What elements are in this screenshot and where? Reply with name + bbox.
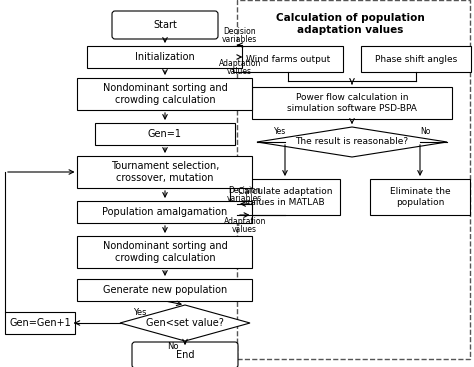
Text: Yes: Yes xyxy=(133,308,147,317)
Text: No: No xyxy=(420,127,430,136)
Text: variables: variables xyxy=(227,194,263,203)
Text: values: values xyxy=(227,67,252,76)
Text: Start: Start xyxy=(153,20,177,30)
Text: The result is reasonable?: The result is reasonable? xyxy=(295,138,409,146)
Text: Yes: Yes xyxy=(274,127,286,136)
Text: Adaptation: Adaptation xyxy=(219,59,261,68)
Bar xyxy=(5,312,75,334)
Bar xyxy=(233,46,343,72)
Text: Gen=1: Gen=1 xyxy=(148,129,182,139)
Text: values: values xyxy=(232,225,257,234)
Text: Population amalgamation: Population amalgamation xyxy=(102,207,228,217)
Bar xyxy=(78,201,253,223)
Text: Decision: Decision xyxy=(228,186,261,195)
Bar xyxy=(78,78,253,110)
Text: End: End xyxy=(176,350,194,360)
Bar xyxy=(95,123,235,145)
Bar xyxy=(88,46,243,68)
Text: Adaptation: Adaptation xyxy=(224,217,266,226)
Text: Gen<set value?: Gen<set value? xyxy=(146,318,224,328)
Bar xyxy=(237,0,470,359)
FancyBboxPatch shape xyxy=(132,342,238,367)
Text: No: No xyxy=(167,342,179,351)
Text: Calculation of population
adaptation values: Calculation of population adaptation val… xyxy=(275,13,424,35)
Text: Generate new population: Generate new population xyxy=(103,285,227,295)
Bar xyxy=(370,179,470,215)
Text: Gen=Gen+1: Gen=Gen+1 xyxy=(9,318,71,328)
Text: Eliminate the
population: Eliminate the population xyxy=(390,187,450,207)
Text: Calculate adaptation
values in MATLAB: Calculate adaptation values in MATLAB xyxy=(238,187,332,207)
Text: Nondominant sorting and
crowding calculation: Nondominant sorting and crowding calcula… xyxy=(103,83,228,105)
Text: Wind farms output: Wind farms output xyxy=(246,55,330,63)
Text: Decision: Decision xyxy=(223,27,256,36)
Bar xyxy=(252,87,452,119)
Bar xyxy=(78,279,253,301)
FancyBboxPatch shape xyxy=(112,11,218,39)
Polygon shape xyxy=(257,127,447,157)
Text: Nondominant sorting and
crowding calculation: Nondominant sorting and crowding calcula… xyxy=(103,241,228,263)
Text: Initialization: Initialization xyxy=(135,52,195,62)
Text: Phase shift angles: Phase shift angles xyxy=(375,55,457,63)
Bar xyxy=(78,156,253,188)
Text: Tournament selection,
crossover, mutation: Tournament selection, crossover, mutatio… xyxy=(111,161,219,183)
Bar xyxy=(78,236,253,268)
Bar xyxy=(361,46,471,72)
Bar xyxy=(230,179,340,215)
Text: variables: variables xyxy=(222,35,257,44)
Polygon shape xyxy=(120,305,250,341)
Text: Power flow calculation in
simulation software PSD-BPA: Power flow calculation in simulation sof… xyxy=(287,93,417,113)
